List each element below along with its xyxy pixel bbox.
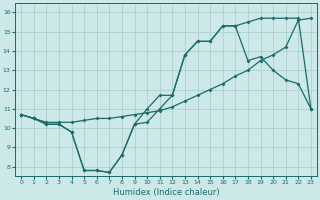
X-axis label: Humidex (Indice chaleur): Humidex (Indice chaleur) (113, 188, 219, 197)
